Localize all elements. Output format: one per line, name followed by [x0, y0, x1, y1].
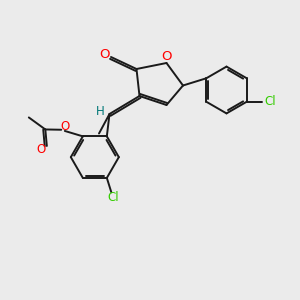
- Text: O: O: [37, 143, 46, 156]
- Text: O: O: [60, 120, 70, 133]
- Text: O: O: [99, 47, 110, 61]
- Text: Cl: Cl: [264, 95, 276, 108]
- Text: H: H: [96, 105, 105, 118]
- Text: Cl: Cl: [107, 191, 118, 204]
- Text: O: O: [161, 50, 172, 64]
